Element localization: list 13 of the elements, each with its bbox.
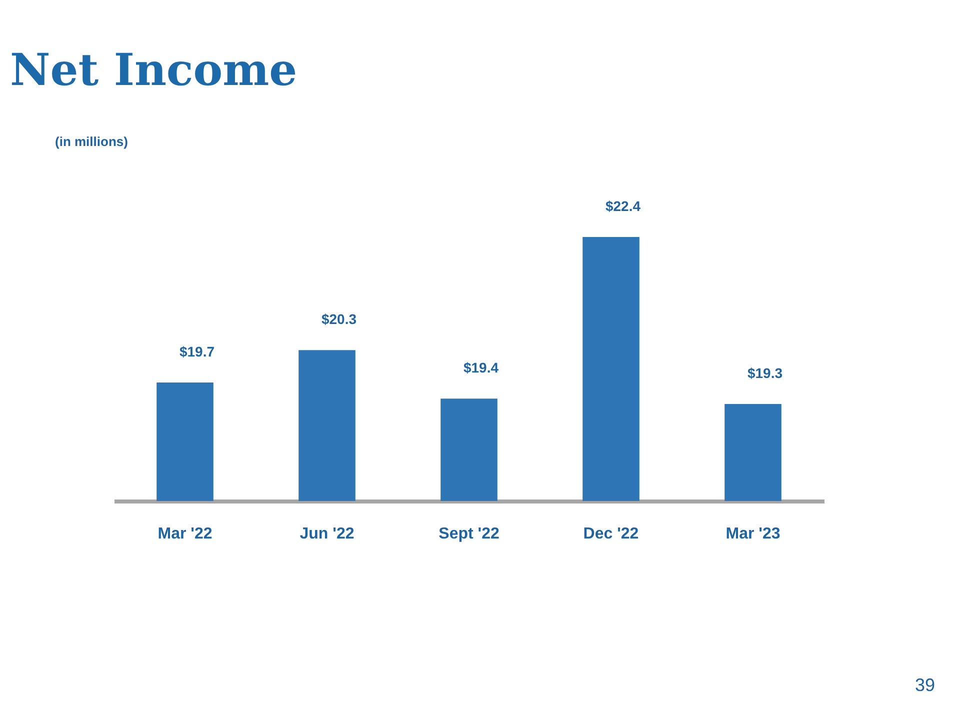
x-tick-label: Jun '22 — [300, 526, 354, 542]
x-tick-label: Dec '22 — [583, 526, 639, 542]
x-tick-label: Mar '22 — [158, 526, 212, 542]
data-label: $19.7 — [179, 343, 215, 360]
chart-title: Net Income — [10, 45, 298, 96]
text: 39 — [914, 675, 936, 695]
data-label: $22.4 — [605, 198, 641, 214]
data-label: $20.3 — [321, 311, 357, 328]
x-tick-label: Mar '23 — [726, 526, 780, 542]
chart-subtitle: (in millions) — [55, 134, 128, 149]
data-label: $19.4 — [463, 360, 499, 376]
data-label: $19.3 — [747, 365, 783, 382]
x-tick-label: Sept '22 — [438, 526, 500, 542]
